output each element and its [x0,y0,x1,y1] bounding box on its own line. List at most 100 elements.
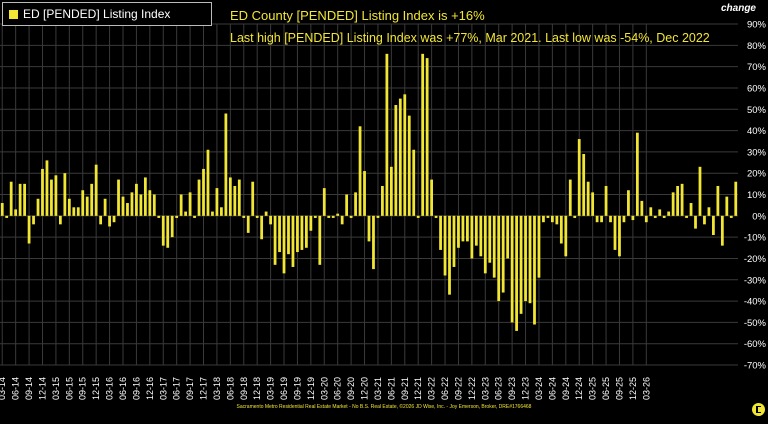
bar [121,196,125,216]
bar [595,215,599,223]
bar [430,179,434,216]
bar [304,215,308,248]
bar [260,215,264,240]
x-tick-label: 03-21 [373,377,383,400]
bar [237,179,241,216]
bar [287,215,290,255]
bar [389,166,393,216]
bar [72,207,76,216]
bar [354,192,357,216]
x-tick-label: 06-14 [11,377,21,400]
x-tick-label: 06-23 [494,377,504,400]
x-tick-label: 03-25 [588,377,598,400]
bar [318,215,322,265]
y-tick-label: 80% [747,41,767,52]
x-tick-label: 12-16 [145,377,155,400]
bar [680,183,684,216]
bar [54,175,58,216]
bar [461,215,465,242]
y-tick-label: 60% [747,83,767,94]
bar [322,188,326,216]
subline-text: Last high [PENDED] Listing Index was +77… [230,31,710,45]
bar [492,215,496,278]
bar [720,215,724,246]
bar [586,181,590,216]
x-tick-label: 03-22 [427,377,437,400]
bar [653,215,657,218]
y-axis-title: change [720,3,756,14]
bar [202,168,205,216]
y-tick-label: 10% [747,190,767,201]
bar [251,181,255,216]
bar [573,215,577,218]
bar [600,215,603,223]
bar [228,177,232,216]
bar [23,183,26,216]
bar [470,215,474,259]
bar [466,215,469,242]
y-tick-label: 40% [747,126,767,137]
bar [349,215,353,218]
bar [5,215,9,218]
bar [336,213,340,216]
x-tick-label: 06-21 [386,377,396,400]
x-tick-label: 03-23 [480,377,490,400]
bar [662,215,666,218]
bar [434,215,438,218]
bar [103,198,107,216]
bar [716,185,720,216]
x-tick-label: 03-17 [158,377,168,400]
y-tick-label: 70% [747,62,767,73]
bar [627,190,630,216]
legend: ED [PENDED] Listing Index [2,2,212,26]
bar [220,207,223,216]
x-tick-label: 06-20 [333,377,343,400]
bar [313,215,317,218]
bar [143,177,147,216]
bar [658,209,662,216]
x-tick-label: 06-22 [440,377,450,400]
bar [649,207,653,216]
bar [734,181,738,216]
bar [425,58,429,216]
x-tick-label: 12-14 [37,377,47,400]
x-tick-label: 09-19 [292,377,302,400]
bar [542,215,545,223]
bar [448,215,451,295]
y-tick-label: 30% [747,147,767,158]
bar [609,215,612,223]
legend-label: ED [PENDED] Listing Index [23,7,171,21]
bar [273,215,277,265]
bar [296,215,299,253]
bar [407,115,411,216]
x-tick-label: 03-26 [641,377,651,400]
x-tick-label: 06-15 [64,377,74,400]
bar [671,192,675,216]
x-tick-label: 03-15 [51,377,61,400]
x-tick-label: 12-22 [467,377,477,400]
bar [510,215,514,323]
x-tick-label: 06-24 [547,377,557,400]
x-tick-label: 03-14 [0,377,7,400]
y-tick-label: -70% [744,361,767,372]
bar [197,179,201,216]
bar [58,215,62,225]
bar [622,215,626,223]
y-tick-label: 90% [747,20,767,31]
x-tick-label: 12-15 [91,377,101,400]
bar [206,149,210,216]
x-tick-label: 06-19 [279,377,289,400]
x-tick-label: 06-17 [172,377,182,400]
bar [497,215,501,302]
x-tick-label: 09-24 [561,377,571,400]
bar [170,215,174,238]
x-tick-label: 03-19 [266,377,276,400]
bar [112,215,116,223]
y-tick-label: -60% [744,339,767,350]
bar [63,173,67,216]
bar [519,215,523,314]
bar [94,164,98,216]
bar [604,185,608,216]
x-tick-label: 09-16 [131,377,141,400]
bar [340,215,344,225]
